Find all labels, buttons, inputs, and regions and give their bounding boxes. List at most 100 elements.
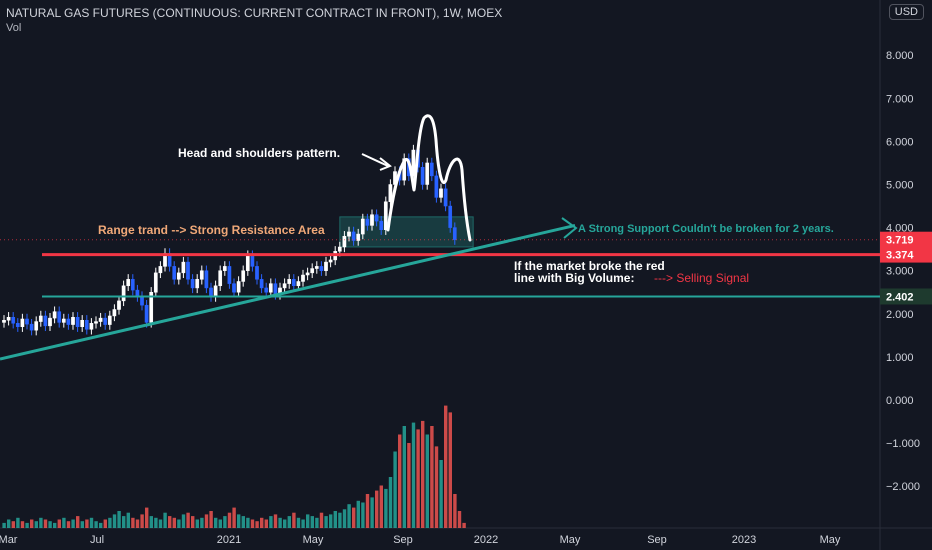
volume-bar [384,488,388,528]
volume-bar [250,519,255,528]
volume-bar [53,522,57,528]
candle-body [213,285,218,297]
volume-bar [329,514,333,528]
volume-bar [241,516,245,528]
volume-bar [117,511,121,528]
candle-body [328,259,333,263]
candle-body [301,274,305,282]
volume-bar [462,522,466,528]
candle-body [434,175,439,198]
currency-button[interactable]: USD [888,4,924,20]
x-tick-label: 2022 [474,534,498,546]
candle-body [195,279,200,289]
candle-body [153,272,158,293]
volume-bar [223,516,227,528]
x-tick-label: Sep [647,534,667,546]
candle-body [282,283,287,289]
volume-bar [214,517,218,528]
trend-line [0,223,576,361]
volume-bar [352,507,356,528]
volume-bar [398,434,402,528]
trend-line-arrowhead [561,217,578,239]
volume-bar [273,514,278,528]
volume-bar [296,517,301,528]
candle-body [204,270,209,289]
volume-bar [347,504,351,528]
volume-bar [264,519,268,528]
y-tick-label: 3.000 [886,266,914,278]
volume-bar [361,502,365,528]
volume-bar [43,519,48,528]
candle-body [11,316,16,324]
x-tick-label: May [820,534,841,546]
candle-body [324,261,328,271]
volume-bar [186,512,190,528]
volume-bar [402,426,406,528]
candle-body [305,272,310,276]
candle-body [126,279,131,287]
candle-body [448,205,453,228]
candle-body [347,231,351,237]
chart-header: NATURAL GAS FUTURES (CONTINUOUS: CURRENT… [6,6,502,34]
price-mark [880,246,932,263]
candle-body [112,309,117,317]
candle-body [176,272,181,280]
y-tick-label: 0.000 [886,395,914,407]
volume-bar [227,512,232,528]
candle-body [402,158,407,181]
volume-bar [388,477,393,528]
volume-bar [30,519,34,528]
volume-bar [260,517,264,528]
volume-bar [140,514,144,528]
volume-bar [269,516,273,528]
candle-body [89,323,94,330]
candle-body [264,287,269,293]
candle-body [227,266,232,284]
volume-bar [172,517,176,528]
volume-bar [204,514,209,528]
head-shoulders-drawing [386,114,472,242]
candle-body [29,323,34,331]
candle-body [172,266,177,280]
candle-body [232,283,236,293]
volume-bar [457,511,462,528]
candle-body [48,317,52,327]
candle-body [351,231,356,241]
volume-bar [315,517,319,528]
volume-bar [89,517,94,528]
volume-bar [195,519,199,528]
candle-body [80,320,85,327]
volume-bar [200,517,204,528]
candle-body [379,220,384,231]
y-tick-label: 2.000 [886,309,914,321]
candle-body [310,268,315,274]
volume-bar [439,460,443,528]
x-tick-label: Mar [0,534,18,546]
candle-body [2,320,6,323]
candle-body [61,318,66,323]
candle-body [38,315,43,322]
volume-bar [20,521,25,528]
head-shoulders-annotation: Head and shoulders pattern. [178,146,340,160]
candle-body [190,279,195,289]
candle-body [374,214,379,222]
candle-body [6,316,11,321]
y-tick-label: −2.000 [886,481,920,493]
candle-body [250,255,255,267]
candle-body [319,266,324,271]
candle-body [360,218,365,235]
volume-bar [255,521,259,528]
volume-bar [287,516,291,528]
volume-bar [80,521,84,528]
candle-body [287,279,292,284]
candle-body [71,316,75,325]
candle-body [158,266,163,274]
candle-body [365,218,370,226]
volume-bar [2,522,6,528]
volume-bar [57,519,61,528]
candle-body [107,315,112,325]
candle-body [103,317,108,325]
volume-bar [319,512,324,528]
